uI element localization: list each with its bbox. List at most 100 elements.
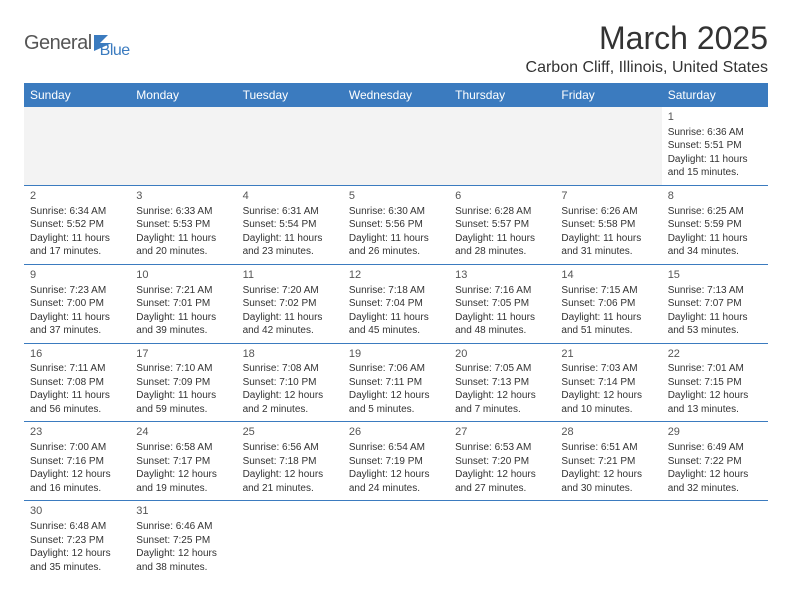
daylight-text-1: Daylight: 11 hours (136, 311, 230, 325)
location: Carbon Cliff, Illinois, United States (526, 59, 768, 77)
day-number: 4 (243, 189, 337, 204)
sunset-text: Sunset: 5:57 PM (455, 218, 549, 232)
logo-text-2: Blue (100, 42, 130, 60)
sunrise-text: Sunrise: 6:56 AM (243, 441, 337, 455)
daylight-text-1: Daylight: 12 hours (349, 389, 443, 403)
sunrise-text: Sunrise: 6:28 AM (455, 205, 549, 219)
sunrise-text: Sunrise: 7:08 AM (243, 362, 337, 376)
day-number: 3 (136, 189, 230, 204)
sunset-text: Sunset: 5:58 PM (561, 218, 655, 232)
daylight-text-2: and 26 minutes. (349, 245, 443, 259)
daylight-text-2: and 20 minutes. (136, 245, 230, 259)
calendar-cell: 21Sunrise: 7:03 AMSunset: 7:14 PMDayligh… (555, 343, 661, 422)
day-number: 21 (561, 347, 655, 362)
daylight-text-1: Daylight: 12 hours (243, 389, 337, 403)
day-number: 2 (30, 189, 124, 204)
daylight-text-1: Daylight: 12 hours (668, 468, 762, 482)
calendar-cell: 28Sunrise: 6:51 AMSunset: 7:21 PMDayligh… (555, 422, 661, 501)
daylight-text-2: and 34 minutes. (668, 245, 762, 259)
daylight-text-1: Daylight: 11 hours (668, 153, 762, 167)
sunset-text: Sunset: 7:06 PM (561, 297, 655, 311)
sunrise-text: Sunrise: 7:13 AM (668, 284, 762, 298)
sunset-text: Sunset: 7:20 PM (455, 455, 549, 469)
daylight-text-2: and 35 minutes. (30, 561, 124, 575)
weekday-header-row: Sunday Monday Tuesday Wednesday Thursday… (24, 83, 768, 107)
daylight-text-1: Daylight: 11 hours (30, 389, 124, 403)
calendar-cell: 8Sunrise: 6:25 AMSunset: 5:59 PMDaylight… (662, 185, 768, 264)
calendar-cell: 24Sunrise: 6:58 AMSunset: 7:17 PMDayligh… (130, 422, 236, 501)
calendar-week-row: 23Sunrise: 7:00 AMSunset: 7:16 PMDayligh… (24, 422, 768, 501)
daylight-text-1: Daylight: 11 hours (243, 311, 337, 325)
calendar-cell (449, 501, 555, 579)
sunset-text: Sunset: 7:04 PM (349, 297, 443, 311)
sunrise-text: Sunrise: 7:03 AM (561, 362, 655, 376)
sunset-text: Sunset: 7:08 PM (30, 376, 124, 390)
daylight-text-1: Daylight: 11 hours (30, 311, 124, 325)
header: General Blue March 2025 Carbon Cliff, Il… (24, 20, 768, 77)
daylight-text-2: and 24 minutes. (349, 482, 443, 496)
calendar-week-row: 16Sunrise: 7:11 AMSunset: 7:08 PMDayligh… (24, 343, 768, 422)
calendar-cell: 3Sunrise: 6:33 AMSunset: 5:53 PMDaylight… (130, 185, 236, 264)
daylight-text-2: and 38 minutes. (136, 561, 230, 575)
calendar-cell: 10Sunrise: 7:21 AMSunset: 7:01 PMDayligh… (130, 264, 236, 343)
daylight-text-1: Daylight: 12 hours (243, 468, 337, 482)
day-number: 12 (349, 268, 443, 283)
sunset-text: Sunset: 7:11 PM (349, 376, 443, 390)
calendar-week-row: 2Sunrise: 6:34 AMSunset: 5:52 PMDaylight… (24, 185, 768, 264)
daylight-text-2: and 59 minutes. (136, 403, 230, 417)
sunset-text: Sunset: 7:02 PM (243, 297, 337, 311)
calendar-cell: 22Sunrise: 7:01 AMSunset: 7:15 PMDayligh… (662, 343, 768, 422)
sunset-text: Sunset: 7:25 PM (136, 534, 230, 548)
calendar-cell (343, 107, 449, 185)
sunset-text: Sunset: 5:56 PM (349, 218, 443, 232)
calendar-cell (449, 107, 555, 185)
daylight-text-2: and 51 minutes. (561, 324, 655, 338)
sunset-text: Sunset: 7:00 PM (30, 297, 124, 311)
daylight-text-2: and 21 minutes. (243, 482, 337, 496)
day-number: 28 (561, 425, 655, 440)
sunset-text: Sunset: 7:18 PM (243, 455, 337, 469)
day-number: 1 (668, 110, 762, 125)
calendar-cell: 11Sunrise: 7:20 AMSunset: 7:02 PMDayligh… (237, 264, 343, 343)
day-number: 23 (30, 425, 124, 440)
day-number: 20 (455, 347, 549, 362)
calendar-week-row: 30Sunrise: 6:48 AMSunset: 7:23 PMDayligh… (24, 501, 768, 579)
sunrise-text: Sunrise: 7:18 AM (349, 284, 443, 298)
daylight-text-2: and 5 minutes. (349, 403, 443, 417)
calendar-cell (237, 107, 343, 185)
sunset-text: Sunset: 5:51 PM (668, 139, 762, 153)
daylight-text-1: Daylight: 12 hours (136, 547, 230, 561)
calendar-cell: 4Sunrise: 6:31 AMSunset: 5:54 PMDaylight… (237, 185, 343, 264)
day-number: 6 (455, 189, 549, 204)
day-number: 7 (561, 189, 655, 204)
day-number: 14 (561, 268, 655, 283)
sunrise-text: Sunrise: 6:49 AM (668, 441, 762, 455)
calendar-cell: 15Sunrise: 7:13 AMSunset: 7:07 PMDayligh… (662, 264, 768, 343)
sunset-text: Sunset: 7:23 PM (30, 534, 124, 548)
daylight-text-1: Daylight: 12 hours (136, 468, 230, 482)
sunrise-text: Sunrise: 6:25 AM (668, 205, 762, 219)
calendar-cell: 19Sunrise: 7:06 AMSunset: 7:11 PMDayligh… (343, 343, 449, 422)
calendar-page: General Blue March 2025 Carbon Cliff, Il… (0, 0, 792, 599)
daylight-text-2: and 19 minutes. (136, 482, 230, 496)
daylight-text-2: and 13 minutes. (668, 403, 762, 417)
sunset-text: Sunset: 7:15 PM (668, 376, 762, 390)
daylight-text-1: Daylight: 12 hours (455, 468, 549, 482)
calendar-week-row: 1Sunrise: 6:36 AMSunset: 5:51 PMDaylight… (24, 107, 768, 185)
sunset-text: Sunset: 7:05 PM (455, 297, 549, 311)
daylight-text-2: and 45 minutes. (349, 324, 443, 338)
daylight-text-2: and 7 minutes. (455, 403, 549, 417)
calendar-cell (555, 107, 661, 185)
calendar-cell: 12Sunrise: 7:18 AMSunset: 7:04 PMDayligh… (343, 264, 449, 343)
sunrise-text: Sunrise: 6:36 AM (668, 126, 762, 140)
daylight-text-1: Daylight: 12 hours (30, 468, 124, 482)
daylight-text-2: and 56 minutes. (30, 403, 124, 417)
weekday-header: Sunday (24, 83, 130, 107)
sunrise-text: Sunrise: 6:33 AM (136, 205, 230, 219)
day-number: 5 (349, 189, 443, 204)
daylight-text-1: Daylight: 11 hours (561, 311, 655, 325)
sunset-text: Sunset: 7:14 PM (561, 376, 655, 390)
day-number: 29 (668, 425, 762, 440)
month-title: March 2025 (526, 20, 768, 57)
daylight-text-2: and 28 minutes. (455, 245, 549, 259)
